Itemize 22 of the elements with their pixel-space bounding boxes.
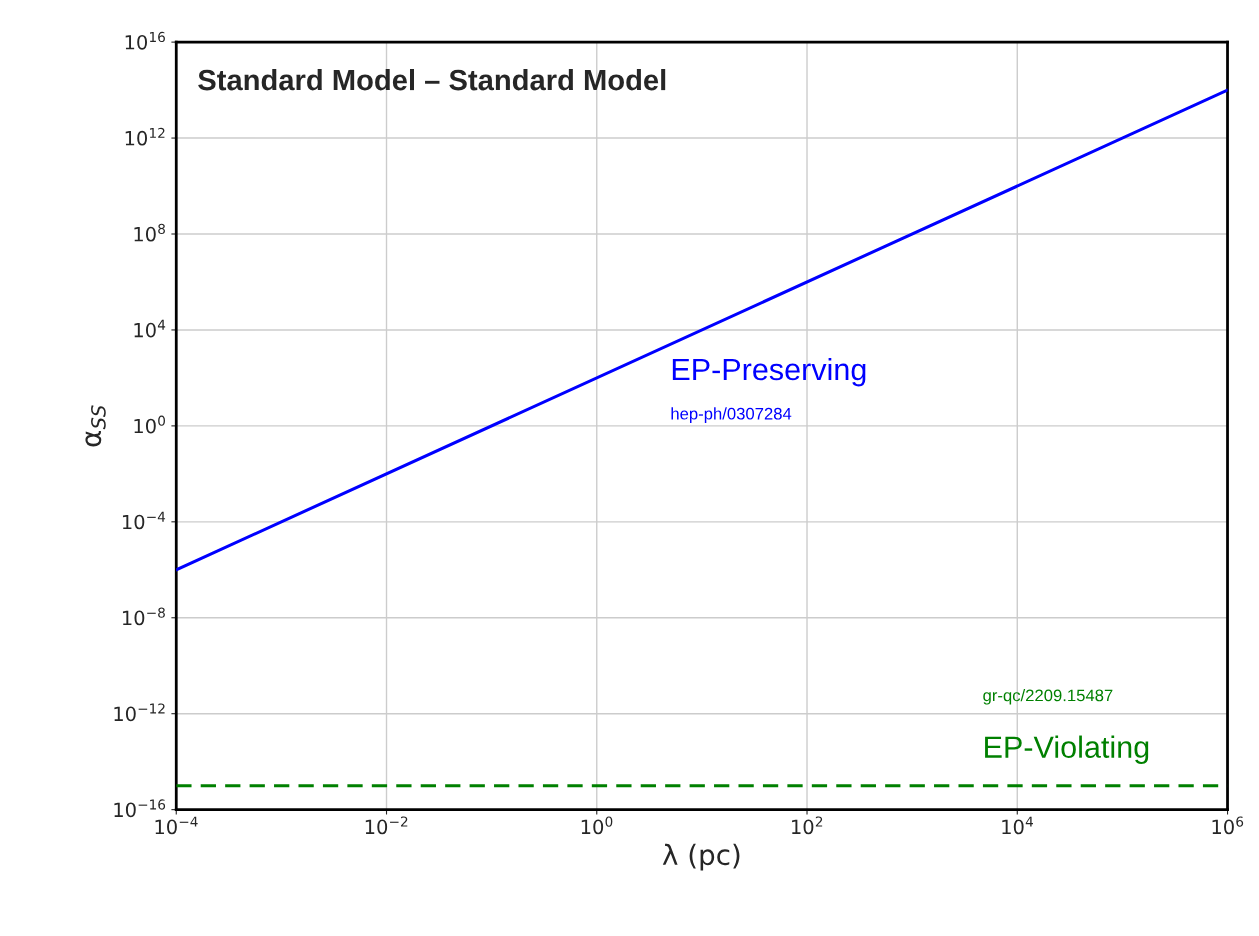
x-tick-label: 10$^{2}$ [792, 816, 823, 835]
y-tick-label: 10$^{−12}$ [114, 703, 165, 722]
x-tick-label: 10$^{−4}$ [155, 816, 198, 835]
y-tick-label: 10$^{8}$ [134, 223, 165, 242]
y-tick-label: 10$^{−4}$ [122, 511, 166, 530]
x-tick-label: 10$^{6}$ [1212, 816, 1244, 835]
annotation: hep-ph/0307284 [671, 407, 792, 423]
series-label: EP-Preserving [672, 357, 866, 387]
annotation: gr-qc/2209.15487 [983, 689, 1113, 705]
y-tick-label: 10$^{4}$ [134, 319, 166, 338]
x-tick-label: 10$^{0}$ [581, 816, 613, 835]
text: Standard Model – Standard Model [198, 68, 666, 91]
y-tick-label: 10$^{12}$ [125, 127, 165, 146]
y-tick-label: 10$^{16}$ [125, 31, 165, 50]
series-label: EP-Violating [985, 735, 1149, 765]
x-axis-title: λ (pc) [662, 843, 740, 871]
y-tick-label: 10$^{0}$ [134, 415, 165, 434]
y-axis-title: α$_{SS}$ [85, 405, 106, 447]
x-tick-label: 10$^{−2}$ [365, 816, 408, 835]
y-tick-label: 10$^{−16}$ [114, 799, 166, 818]
x-tick-label: 10$^{4}$ [1002, 816, 1033, 835]
y-tick-label: 10$^{−8}$ [122, 607, 165, 626]
